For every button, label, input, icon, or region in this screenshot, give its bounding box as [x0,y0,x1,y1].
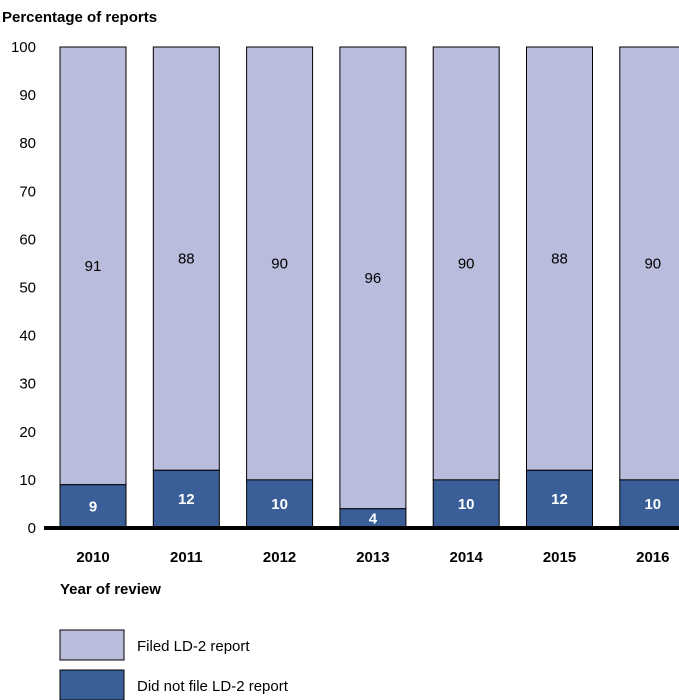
x-tick-label: 2015 [543,549,576,566]
bar-group-2015: 88 12 [526,46,593,529]
bar-filled [526,46,593,471]
x-tick-label: 2012 [263,549,296,566]
bar-not-filed [246,479,314,529]
data-label-not-filed: 10 [644,496,661,513]
bar-group-2014: 90 10 [432,46,500,529]
bar-not-filed [59,484,127,529]
legend: Filed LD-2 report Did not file LD-2 repor… [59,629,289,700]
x-axis-ticks: 2010 2011 2012 2013 2014 2015 2016 [76,549,669,566]
y-tick-label: 40 [19,328,36,345]
legend-label: Did not file LD-2 report [137,678,289,695]
bar-filled [246,46,314,481]
data-label-not-filed: 10 [458,496,475,513]
legend-swatch [59,669,125,700]
data-label-not-filed: 12 [178,491,195,508]
data-label-filed: 88 [551,251,568,268]
y-tick-label: 70 [19,183,36,200]
bar-group-2010: 91 9 [59,46,127,529]
x-tick-label: 2010 [76,549,109,566]
x-tick-label: 2013 [356,549,389,566]
y-tick-label: 20 [19,424,36,441]
data-label-not-filed: 4 [369,510,378,527]
data-label-filed: 90 [271,255,288,272]
data-label-filed: 90 [458,255,475,272]
y-axis-title: Percentage of reports [2,9,157,26]
x-tick-label: 2016 [636,549,669,566]
data-label-filed: 96 [365,270,382,287]
y-axis-ticks: 0 10 20 30 40 50 60 70 80 90 100 [11,39,36,537]
legend-label: Filed LD-2 report [137,638,250,655]
bar-not-filed [152,469,220,529]
y-tick-label: 90 [19,87,36,104]
bar-group-2011: 88 12 [152,46,220,529]
data-label-filed: 91 [85,258,102,275]
bar-not-filed [432,479,500,529]
y-tick-label: 0 [28,520,36,537]
legend-swatch [59,629,125,661]
x-tick-label: 2011 [170,549,203,566]
y-tick-label: 80 [19,135,36,152]
bar-group-2012: 90 10 [246,46,314,529]
bar-group-2016: 90 10 [619,46,679,529]
data-label-not-filed: 12 [551,491,568,508]
bar-filled [432,46,500,481]
bars: 91 9 88 12 90 10 96 4 90 10 88 12 90 10 [59,46,679,529]
data-label-not-filed: 9 [89,498,97,515]
bar-group-2013: 96 4 [339,46,407,529]
bar-filled [152,46,220,471]
bar-filled [619,46,679,481]
x-axis-title: Year of review [60,581,161,598]
y-tick-label: 100 [11,39,36,56]
bar-filled [59,46,127,486]
data-label-not-filed: 10 [271,496,288,513]
bar-not-filed [619,479,679,529]
y-tick-label: 30 [19,376,36,393]
data-label-filed: 88 [178,251,195,268]
y-tick-label: 50 [19,280,36,297]
y-tick-label: 10 [19,472,36,489]
y-tick-label: 60 [19,231,36,248]
x-tick-label: 2014 [450,549,484,566]
data-label-filed: 90 [644,255,661,272]
